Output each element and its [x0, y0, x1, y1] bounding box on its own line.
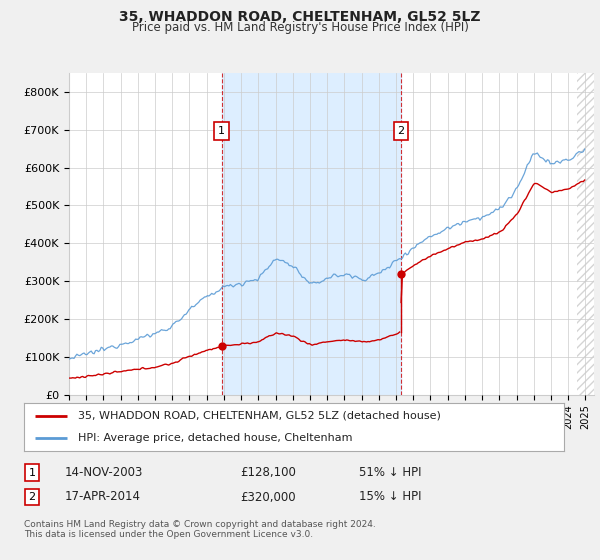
Text: Price paid vs. HM Land Registry's House Price Index (HPI): Price paid vs. HM Land Registry's House …	[131, 21, 469, 34]
Bar	[577, 73, 600, 395]
Text: £128,100: £128,100	[240, 466, 296, 479]
Text: 1: 1	[29, 468, 35, 478]
Text: Contains HM Land Registry data © Crown copyright and database right 2024.
This d: Contains HM Land Registry data © Crown c…	[24, 520, 376, 539]
Text: HPI: Average price, detached house, Cheltenham: HPI: Average price, detached house, Chel…	[78, 433, 353, 444]
Text: 2: 2	[29, 492, 35, 502]
Text: 14-NOV-2003: 14-NOV-2003	[65, 466, 143, 479]
Text: 35, WHADDON ROAD, CHELTENHAM, GL52 5LZ (detached house): 35, WHADDON ROAD, CHELTENHAM, GL52 5LZ (…	[78, 410, 441, 421]
Text: 1: 1	[218, 126, 225, 136]
Bar	[577, 73, 600, 395]
Text: 51% ↓ HPI: 51% ↓ HPI	[359, 466, 421, 479]
Text: 35, WHADDON ROAD, CHELTENHAM, GL52 5LZ: 35, WHADDON ROAD, CHELTENHAM, GL52 5LZ	[119, 10, 481, 24]
Text: 17-APR-2014: 17-APR-2014	[65, 491, 140, 503]
Text: £320,000: £320,000	[240, 491, 296, 503]
Text: 2: 2	[397, 126, 404, 136]
Text: 15% ↓ HPI: 15% ↓ HPI	[359, 491, 421, 503]
Bar	[221, 73, 401, 395]
